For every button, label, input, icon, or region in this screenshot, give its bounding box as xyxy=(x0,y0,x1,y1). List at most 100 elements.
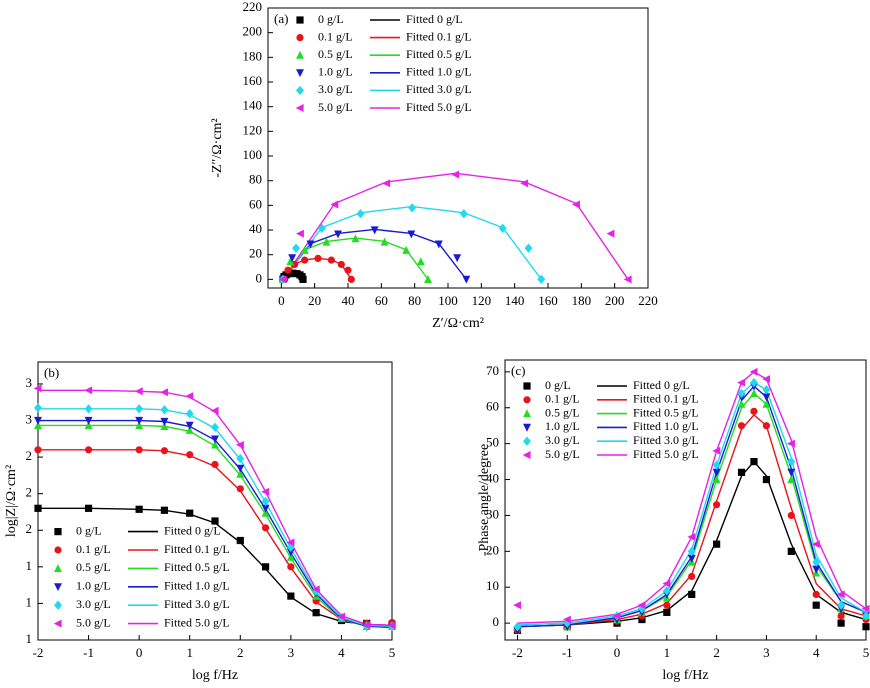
data-point xyxy=(424,275,432,283)
legend-label: 0 g/L xyxy=(545,378,571,392)
data-point xyxy=(356,209,365,219)
data-point xyxy=(606,229,615,238)
y-tick-label: 20 xyxy=(486,542,499,557)
fit-line xyxy=(282,228,467,280)
data-point xyxy=(382,179,391,188)
data-point xyxy=(451,170,460,179)
legend-marker xyxy=(523,409,531,418)
legend-label: Fitted 1.0 g/L xyxy=(406,65,472,79)
data-point xyxy=(286,552,295,561)
data-point xyxy=(210,406,219,415)
data-point xyxy=(278,275,287,284)
data-point xyxy=(300,245,309,254)
x-axis-label: log f/Hz xyxy=(662,668,708,683)
data-point xyxy=(712,475,721,484)
y-tick-label: 70 xyxy=(486,363,499,378)
legend-marker xyxy=(522,451,531,459)
data-point xyxy=(434,240,443,249)
y-tick-label: 180 xyxy=(243,48,263,63)
data-point xyxy=(787,511,795,520)
y-tick-label: 200 xyxy=(243,24,263,39)
legend-label: 0.1 g/L xyxy=(545,392,580,406)
data-point xyxy=(762,375,771,383)
y-tick-label: 120 xyxy=(243,122,263,137)
legend-label: Fitted 3.0 g/L xyxy=(164,597,230,611)
data-point xyxy=(713,501,721,509)
legend-label: Fitted 1.0 g/L xyxy=(164,579,230,593)
data-point xyxy=(34,504,42,512)
data-point xyxy=(135,446,143,454)
data-point xyxy=(312,609,320,617)
data-point xyxy=(334,230,342,239)
data-point xyxy=(236,485,244,493)
data-point xyxy=(537,274,546,285)
y-tick-label: 20 xyxy=(249,246,262,261)
legend-label: Fitted 1.0 g/L xyxy=(633,419,699,433)
y-tick-label: 2 xyxy=(26,448,33,463)
legend-marker xyxy=(523,382,531,390)
x-tick-label: 1 xyxy=(664,645,671,660)
y-tick-label: 2 xyxy=(26,521,33,536)
data-point xyxy=(211,517,219,525)
legend-label: Fitted 0.5 g/L xyxy=(164,560,230,574)
legend-marker xyxy=(523,423,531,432)
y-tick-label: 1 xyxy=(26,558,33,573)
data-point xyxy=(211,460,219,469)
legend-marker xyxy=(523,436,531,446)
y-tick-label: 60 xyxy=(486,399,499,414)
fit-line xyxy=(517,413,867,628)
data-point xyxy=(786,439,795,448)
y-tick-label: 140 xyxy=(243,98,263,113)
x-tick-label: 180 xyxy=(572,293,592,308)
data-point xyxy=(662,579,671,588)
data-point xyxy=(408,203,417,213)
data-point xyxy=(762,399,771,408)
data-point xyxy=(513,601,522,610)
y-tick-label: 40 xyxy=(249,221,262,236)
data-point xyxy=(299,275,307,283)
data-point xyxy=(762,393,771,402)
data-point xyxy=(663,601,671,609)
data-point xyxy=(185,425,194,434)
y-axis-label: -Z″/Ω·cm² xyxy=(210,118,225,177)
x-tick-label: 3 xyxy=(763,645,770,660)
legend-label: 0.5 g/L xyxy=(76,560,111,574)
data-point xyxy=(296,229,304,238)
data-point xyxy=(737,422,746,430)
data-point xyxy=(750,457,758,466)
data-point xyxy=(236,536,244,545)
legend-label: 0 g/L xyxy=(318,12,344,26)
y-tick-label: 100 xyxy=(243,147,263,162)
legend-label: Fitted 0 g/L xyxy=(164,523,221,537)
legend-marker xyxy=(54,583,62,592)
data-point xyxy=(737,399,746,408)
legend-marker xyxy=(54,546,62,554)
data-point xyxy=(211,422,219,433)
data-point xyxy=(134,387,143,396)
x-tick-label: 40 xyxy=(342,293,355,308)
plot-frame xyxy=(37,361,393,641)
data-point xyxy=(662,586,671,596)
x-tick-label: 100 xyxy=(438,293,458,308)
data-point xyxy=(327,256,335,264)
data-point xyxy=(135,421,144,430)
x-tick-label: 2 xyxy=(713,645,720,660)
data-point xyxy=(34,403,42,413)
data-point xyxy=(811,540,820,549)
legend-label: 0.5 g/L xyxy=(545,405,580,419)
data-point xyxy=(462,275,471,284)
y-tick-label: 1 xyxy=(26,631,33,646)
data-point xyxy=(459,209,468,219)
fit-line xyxy=(517,385,867,628)
data-point xyxy=(84,386,93,395)
y-tick-label: 40 xyxy=(486,471,499,486)
data-point xyxy=(286,548,295,557)
data-point xyxy=(84,421,93,430)
data-point xyxy=(287,592,295,600)
x-tick-label: 0 xyxy=(614,645,621,660)
legend-label: Fitted 0 g/L xyxy=(633,378,690,392)
data-point xyxy=(572,200,580,209)
data-point xyxy=(344,266,352,274)
data-point xyxy=(812,557,821,567)
